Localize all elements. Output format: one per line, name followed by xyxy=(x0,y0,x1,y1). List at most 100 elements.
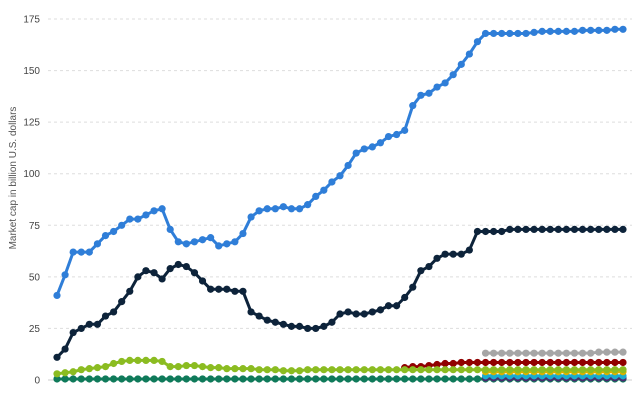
series-2-point[interactable] xyxy=(522,225,530,234)
series-3-point[interactable] xyxy=(393,366,401,374)
series-1-point[interactable] xyxy=(457,60,465,68)
series-3-point[interactable] xyxy=(215,364,223,372)
series-1-point[interactable] xyxy=(360,145,368,153)
series-5-point[interactable] xyxy=(481,358,490,367)
series-3-point[interactable] xyxy=(158,357,166,366)
series-3-point[interactable] xyxy=(546,366,554,374)
series-1-point[interactable] xyxy=(570,27,579,35)
series-4-point[interactable] xyxy=(562,349,571,357)
series-2-point[interactable] xyxy=(554,225,562,234)
series-3-point[interactable] xyxy=(231,365,239,373)
series-3-point[interactable] xyxy=(247,365,255,373)
series-2-point[interactable] xyxy=(215,285,223,293)
series-2-point[interactable] xyxy=(231,287,239,295)
series-3-point[interactable] xyxy=(271,366,279,374)
series-1-point[interactable] xyxy=(166,225,174,234)
series-2-point[interactable] xyxy=(101,312,110,320)
series-5-point[interactable] xyxy=(522,358,530,367)
series-5-point[interactable] xyxy=(457,358,465,367)
series-3-point[interactable] xyxy=(110,359,118,368)
series-9-point[interactable] xyxy=(158,375,166,383)
series-3-point[interactable] xyxy=(449,366,457,374)
series-3-point[interactable] xyxy=(530,366,538,374)
series-4-point[interactable] xyxy=(506,349,514,357)
series-5-point[interactable] xyxy=(465,358,473,367)
series-1-point[interactable] xyxy=(449,71,457,79)
series-9-point[interactable] xyxy=(166,375,174,383)
series-9-point[interactable] xyxy=(287,375,296,383)
series-2-point[interactable] xyxy=(570,225,579,234)
series-3-point[interactable] xyxy=(376,366,385,374)
series-9-point[interactable] xyxy=(344,375,352,383)
series-3-point[interactable] xyxy=(207,364,215,372)
series-1-point[interactable] xyxy=(473,38,482,46)
series-3-point[interactable] xyxy=(118,357,126,366)
series-4-point[interactable] xyxy=(514,349,522,357)
series-2-point[interactable] xyxy=(457,250,465,258)
series-4-point[interactable] xyxy=(587,349,595,357)
series-9-point[interactable] xyxy=(473,375,482,383)
series-3-point[interactable] xyxy=(77,366,85,374)
series-2-point[interactable] xyxy=(530,225,538,234)
series-9-point[interactable] xyxy=(457,375,465,383)
series-3-point[interactable] xyxy=(239,365,247,373)
series-3-point[interactable] xyxy=(506,366,514,374)
series-3-point[interactable] xyxy=(441,366,449,374)
series-2-point[interactable] xyxy=(239,287,247,295)
series-9-point[interactable] xyxy=(118,375,126,383)
series-9-point[interactable] xyxy=(85,375,93,383)
series-2-point[interactable] xyxy=(611,225,619,234)
series-4-point[interactable] xyxy=(481,349,490,357)
series-3-point[interactable] xyxy=(409,366,417,374)
series-4-point[interactable] xyxy=(578,349,587,357)
series-9-point[interactable] xyxy=(255,375,263,383)
series-5-point[interactable] xyxy=(538,358,546,367)
series-3-point[interactable] xyxy=(320,366,328,374)
series-1-point[interactable] xyxy=(190,238,199,246)
series-2-point[interactable] xyxy=(69,328,77,337)
series-5-point[interactable] xyxy=(506,358,514,367)
series-3-point[interactable] xyxy=(174,362,182,371)
series-2-point[interactable] xyxy=(449,250,457,258)
series-4-point[interactable] xyxy=(538,349,546,357)
series-1-point[interactable] xyxy=(587,26,595,34)
series-9-point[interactable] xyxy=(198,375,207,383)
series-2-point[interactable] xyxy=(538,225,546,234)
series-1-point[interactable] xyxy=(134,215,142,223)
series-1-point[interactable] xyxy=(344,161,352,170)
series-1-point[interactable] xyxy=(101,232,110,240)
series-9-point[interactable] xyxy=(384,375,393,383)
series-2-point[interactable] xyxy=(360,310,368,318)
series-2-point[interactable] xyxy=(110,308,118,316)
series-9-point[interactable] xyxy=(328,375,336,383)
series-5-point[interactable] xyxy=(595,358,603,367)
series-9-point[interactable] xyxy=(417,375,425,383)
series-1-point[interactable] xyxy=(352,149,360,157)
series-1-point[interactable] xyxy=(198,236,207,244)
series-2-point[interactable] xyxy=(93,320,102,328)
series-3-point[interactable] xyxy=(287,367,296,375)
series-1-point[interactable] xyxy=(255,207,263,215)
series-4-point[interactable] xyxy=(554,349,562,357)
series-3-point[interactable] xyxy=(473,366,482,374)
series-2-point[interactable] xyxy=(328,318,336,326)
series-2-point[interactable] xyxy=(77,324,85,333)
series-3-point[interactable] xyxy=(425,366,433,374)
series-1-point[interactable] xyxy=(174,238,182,246)
series-3-point[interactable] xyxy=(134,356,142,364)
series-9-point[interactable] xyxy=(465,375,473,383)
series-5-point[interactable] xyxy=(570,358,579,367)
series-9-point[interactable] xyxy=(320,375,328,383)
series-2-point[interactable] xyxy=(182,262,190,271)
series-9-point[interactable] xyxy=(295,375,304,383)
series-5-point[interactable] xyxy=(611,358,619,367)
series-3-point[interactable] xyxy=(578,366,587,374)
series-9-point[interactable] xyxy=(101,375,110,383)
series-9-point[interactable] xyxy=(336,375,344,383)
series-2-point[interactable] xyxy=(587,225,595,234)
series-4-point[interactable] xyxy=(603,348,611,356)
series-2-point[interactable] xyxy=(498,227,506,236)
series-1-point[interactable] xyxy=(619,25,627,33)
series-5-point[interactable] xyxy=(473,358,482,367)
series-1-point[interactable] xyxy=(304,201,312,209)
